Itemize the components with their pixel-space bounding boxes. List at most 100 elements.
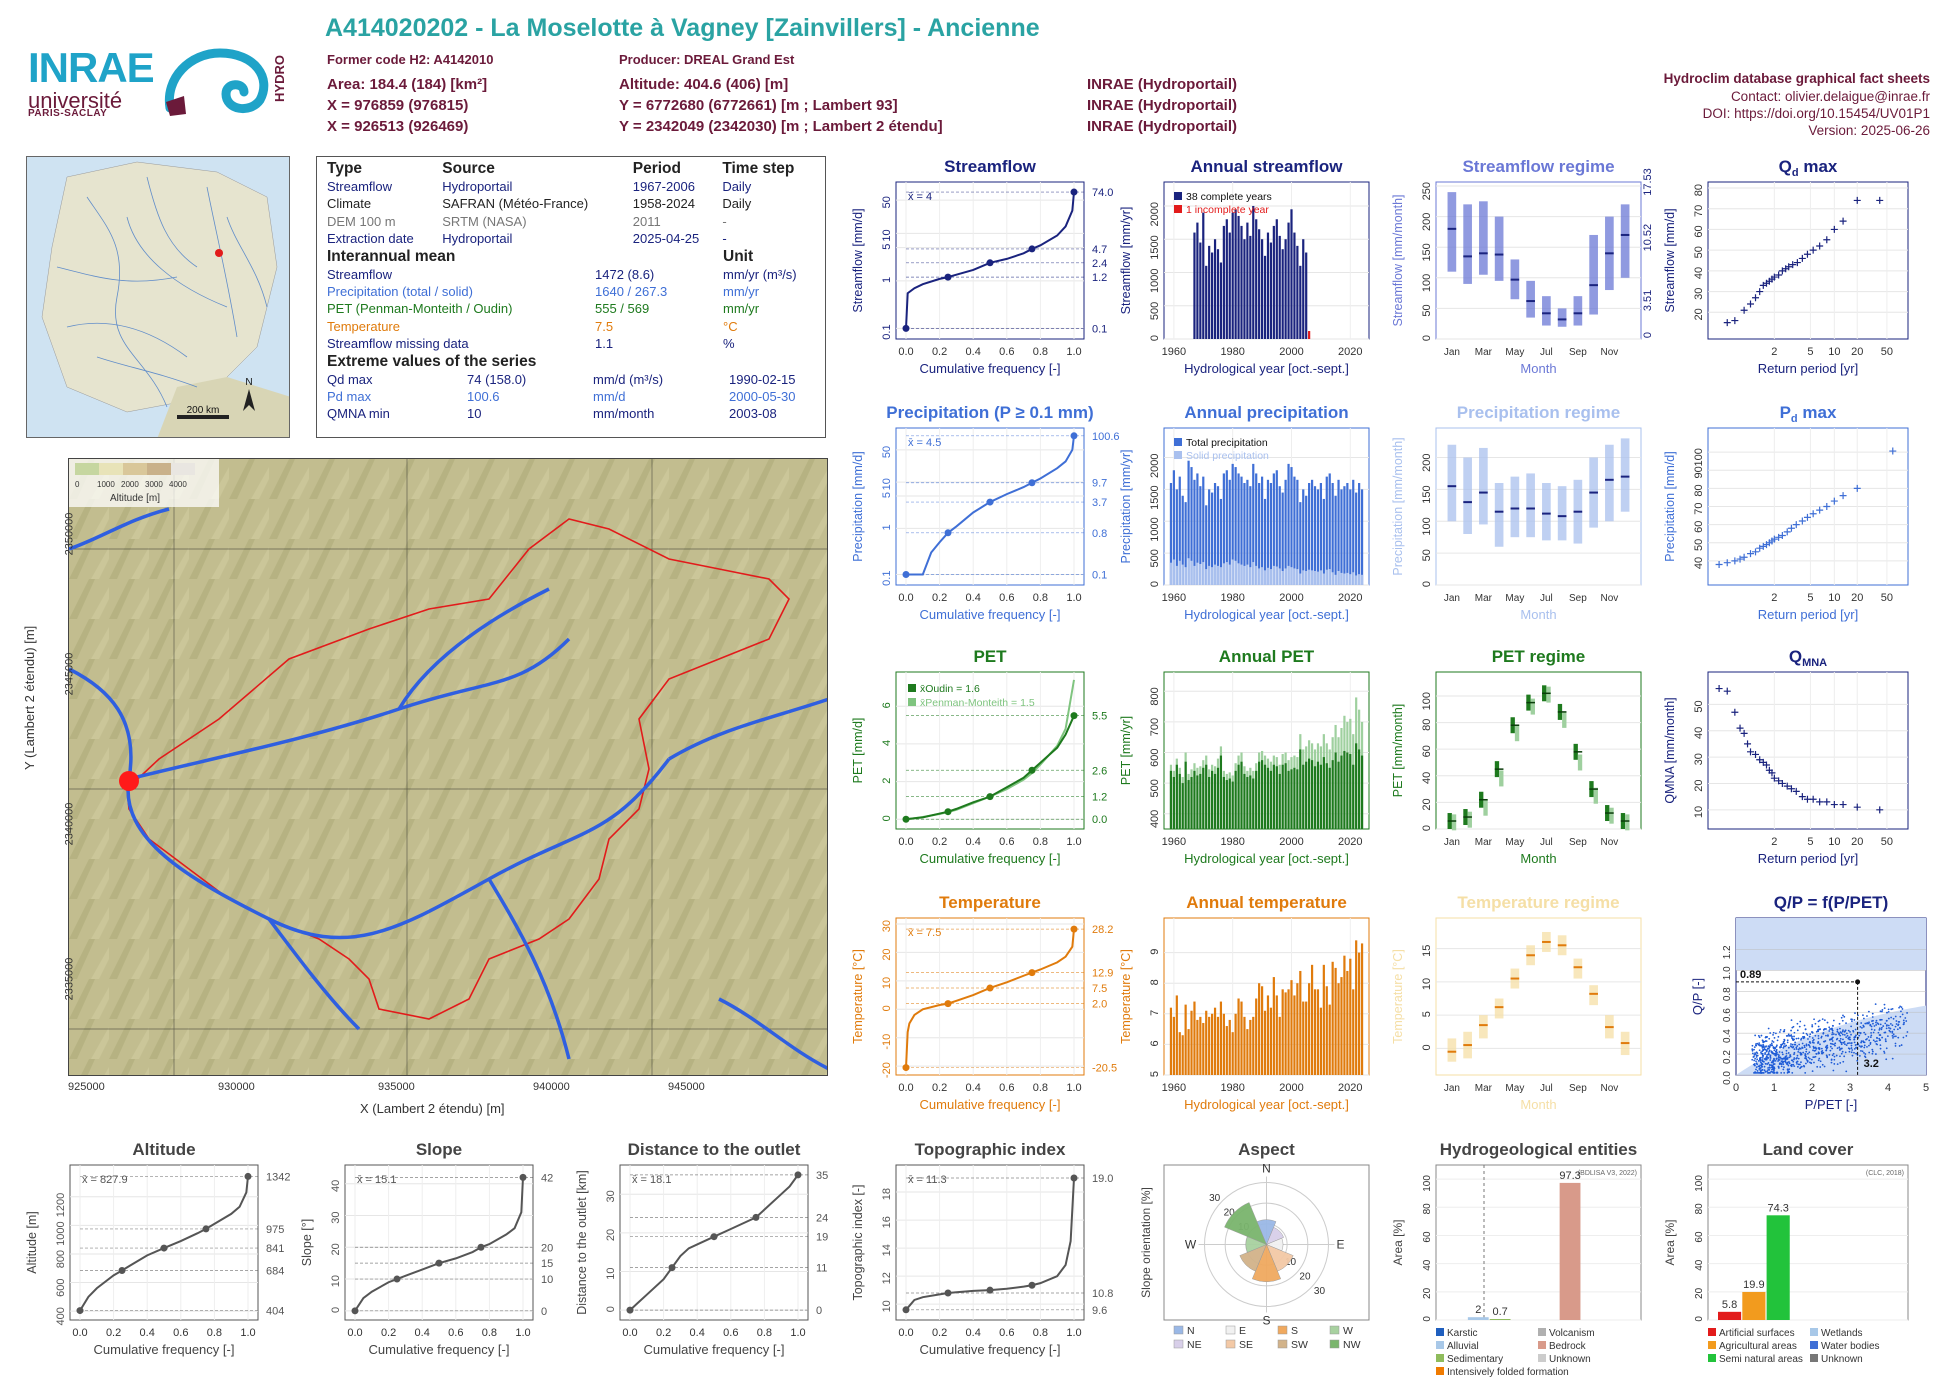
qp_ppet-point-625 [1898, 1021, 1901, 1023]
qp_ppet-point-812 [1828, 1039, 1831, 1041]
hydrogeology-ytick-1: 20 [1422, 1287, 1433, 1299]
aspect-legend-swatch-5 [1225, 1339, 1236, 1349]
temp_regime-month-10: Nov [1600, 1083, 1618, 1094]
annual_precip-bar-1984 [1243, 483, 1246, 585]
pet_regime-box2-6 [1546, 686, 1551, 703]
streamflow_cdf-xtick-1: 0.2 [932, 346, 947, 358]
streamflow_regime-ytick-0: 0 [1421, 335, 1433, 341]
pd_max-point-21 [1816, 506, 1824, 514]
qp_ppet-point-841 [1831, 1033, 1833, 1036]
precip_regime-box-4 [1510, 476, 1520, 538]
annual_temp-bar-1991 [1263, 1010, 1267, 1075]
annual_pet-bar-2005 [1305, 761, 1308, 829]
distance_cdf-rtick-2: 19 [816, 1232, 828, 1244]
annual_pet-bar-2004 [1302, 764, 1305, 829]
qmna-point-7 [1752, 750, 1760, 758]
annual_pet-bar-1963 [1181, 783, 1184, 829]
annual_precip-bar-1968 [1196, 473, 1199, 585]
annual_pet-bar-2024 [1360, 755, 1364, 829]
qp_ppet-point-814 [1763, 1040, 1766, 1043]
precip_regime-month-4: May [1505, 593, 1524, 604]
annual_temp-bar-1984 [1243, 1016, 1246, 1075]
aspect-legend-1: E [1239, 1325, 1246, 1337]
annual_streamflow-bar-2004 [1302, 239, 1305, 339]
annual_temp-bar-2015 [1334, 967, 1337, 1075]
qp_ppet-point-42 [1775, 1045, 1778, 1048]
page-title: A414020202 - La Moselotte à Vagney [Zain… [325, 14, 1040, 42]
qp_ppet-point-710 [1786, 1041, 1789, 1044]
qp_ppet-point-791 [1812, 1045, 1815, 1048]
precip_cdf-rtick-4: 0.1 [1092, 570, 1107, 582]
qp_ppet-point-72 [1755, 1056, 1758, 1058]
slope_cdf-quantile-0 [351, 1307, 359, 1315]
qp_ppet-point-561 [1891, 1024, 1894, 1027]
precip_regime-month-8: Sep [1569, 593, 1587, 604]
qp_ppet-xtick-2: 2 [1809, 1082, 1815, 1094]
annual_pet-bar-2001 [1293, 767, 1296, 829]
qp_ppet-point-208 [1850, 1025, 1853, 1028]
qd_max-ylabel: Streamflow [mm/d] [1663, 208, 1677, 312]
qp_ppet-point-838 [1784, 1060, 1787, 1063]
qp_ppet-point-772 [1847, 1037, 1850, 1040]
qp_ppet-point-70 [1785, 1052, 1788, 1055]
qp_ppet-point-858 [1869, 1043, 1872, 1045]
distance_cdf-rtick-1: 24 [816, 1212, 828, 1224]
qp_ppet-point-431 [1776, 1039, 1779, 1042]
annual_temp-bar-1997 [1281, 989, 1284, 1075]
annual_precip-solid-1975 [1216, 565, 1220, 585]
annual_precip-bar-1999 [1287, 463, 1290, 585]
annual_temp-bar-1963 [1181, 1035, 1184, 1075]
qp_ppet-point-752 [1824, 1028, 1827, 1030]
qp_ppet-point-630 [1906, 1012, 1908, 1014]
annual_temp-bar-1962 [1178, 1032, 1181, 1075]
aspect-legend-7: NW [1343, 1339, 1361, 1351]
annual_precip-bar-1969 [1199, 486, 1202, 585]
qp_ppet-point-481 [1809, 1042, 1812, 1044]
qp_ppet-point-634 [1805, 1050, 1808, 1053]
qp_ppet-point-690 [1774, 1050, 1777, 1053]
qp_ppet-title: Q/P = f(P/PET) [1774, 893, 1888, 912]
aspect-legend-swatch-2 [1277, 1325, 1288, 1335]
land_cover-legend-swatch-1 [1708, 1341, 1716, 1349]
qp_ppet-point-594 [1817, 1028, 1820, 1031]
annual_streamflow-bar-1987 [1252, 205, 1255, 339]
qp_ppet-energy-limit [1736, 918, 1926, 971]
qp_ppet-point-757 [1756, 1052, 1759, 1055]
pet_regime-box2-10 [1609, 807, 1614, 824]
doi-link[interactable]: DOI: https://doi.org/10.15454/UV01P1 [1702, 106, 1930, 121]
annual_pet-xtick-0: 1960 [1162, 836, 1186, 848]
qp_ppet-point-187 [1843, 1034, 1846, 1036]
qp_ppet-point-622 [1819, 1043, 1821, 1046]
qp_ppet-point-783 [1780, 1043, 1782, 1046]
qp_ppet-point-717 [1879, 1010, 1882, 1013]
qp_ppet-point-146 [1835, 1054, 1838, 1057]
qp_ppet-point-797 [1902, 1019, 1905, 1022]
hydrogeology-value-2: 0.7 [1492, 1306, 1507, 1318]
qd_max-point-5 [1756, 288, 1764, 296]
qp_ppet-point-559 [1845, 1022, 1847, 1025]
qp_ppet-point-318 [1859, 1025, 1862, 1028]
qp_ppet-point-322 [1867, 1010, 1870, 1013]
qp_ppet-point-262 [1870, 1032, 1872, 1034]
qp_ppet-point-661 [1853, 1019, 1856, 1021]
qp_ppet-point-584 [1763, 1065, 1766, 1068]
qmna-xtick-1: 5 [1807, 836, 1813, 848]
streamflow_regime-ytick-5: 250 [1421, 182, 1433, 200]
annual_pet-bar-1996 [1278, 773, 1281, 829]
streamflow_cdf-quantile-2 [986, 259, 994, 267]
streamflow_cdf-xtick-5: 1.0 [1066, 346, 1081, 358]
temp_cdf-xlabel: Cumulative frequency [-] [920, 1097, 1061, 1112]
streamflow_regime-month-0: Jan [1444, 347, 1460, 358]
station-marker [215, 249, 223, 257]
precip_regime-box-10 [1605, 444, 1614, 522]
qp_ppet-point-303 [1800, 1037, 1803, 1040]
annual_temp-ytick-1: 6 [1149, 1040, 1161, 1046]
qp_ppet-point-663 [1818, 1019, 1821, 1022]
qp_ppet-point-219 [1853, 1048, 1856, 1050]
annual_precip-bar-2006 [1308, 483, 1311, 585]
land_cover-value-0: 5.8 [1722, 1299, 1737, 1311]
annual_precip-solid-1988 [1255, 565, 1258, 585]
qp_ppet-point-161 [1767, 1045, 1770, 1048]
annual_precip-bar-2003 [1299, 502, 1302, 585]
qp_ppet-point-436 [1804, 1053, 1807, 1055]
